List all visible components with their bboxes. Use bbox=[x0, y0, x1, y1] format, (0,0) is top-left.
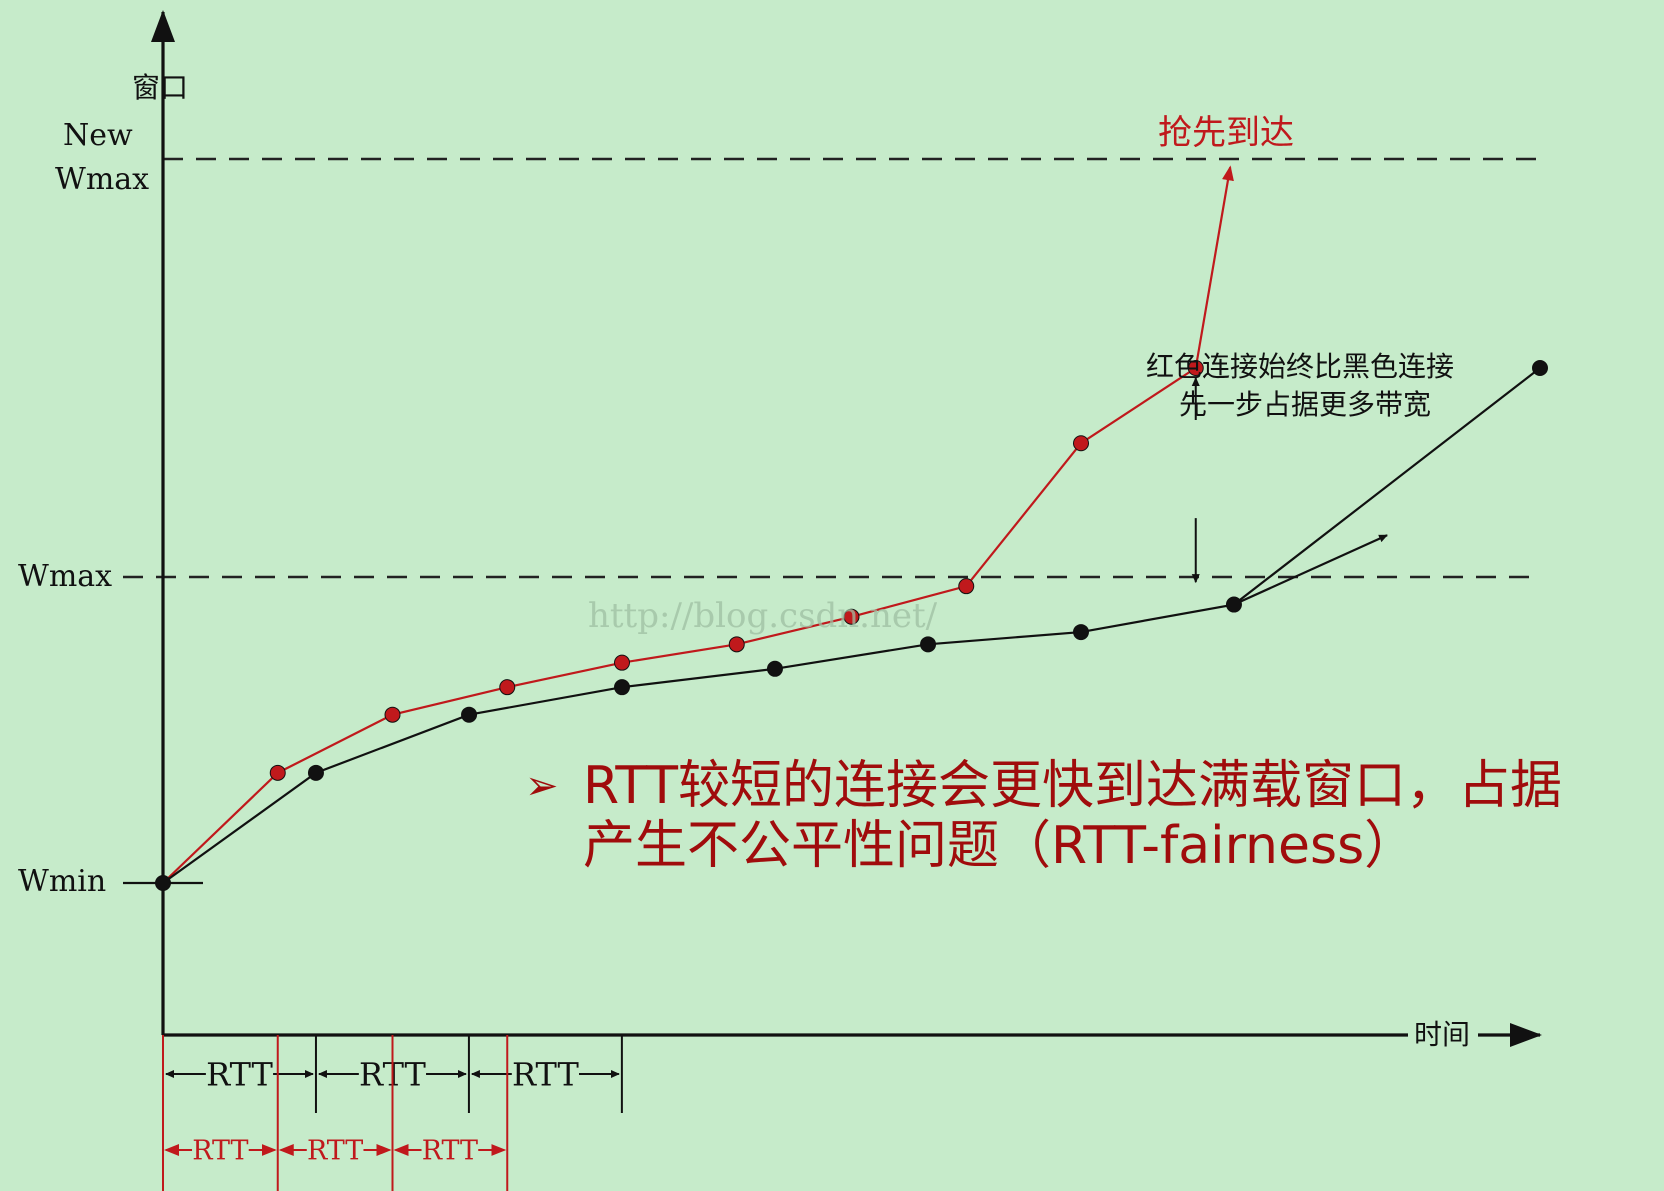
red-point-4 bbox=[614, 654, 630, 671]
black-point-0 bbox=[155, 875, 171, 891]
black-point-2 bbox=[461, 706, 478, 723]
red-series-line bbox=[162, 367, 1197, 884]
black-point-5 bbox=[920, 636, 937, 653]
red-point-7 bbox=[958, 578, 975, 595]
black-point-3 bbox=[614, 679, 630, 696]
bullet-text-2: 产生不公平性问题（RTT-fairness） bbox=[583, 816, 1417, 876]
red-rtt-label-0: RTT bbox=[192, 1136, 248, 1167]
x-axis-label: 时间 bbox=[1414, 1018, 1470, 1051]
black-rtt-label-2: RTT bbox=[512, 1056, 579, 1094]
black-series-branch-arrow bbox=[1233, 534, 1388, 606]
red-point-2 bbox=[384, 706, 401, 723]
y-level-label-wmax: Wmax bbox=[18, 559, 112, 594]
bullet-line-2: 产生不公平性问题（RTT-fairness） bbox=[525, 816, 1655, 876]
y-level-label-wmin: Wmin bbox=[18, 864, 106, 899]
bullet-arrow-icon: ➢ bbox=[525, 763, 559, 809]
red-rtt-label-1: RTT bbox=[307, 1136, 363, 1167]
black-point-6 bbox=[1073, 624, 1089, 641]
y-axis-label: 窗口 bbox=[132, 71, 188, 104]
gap-annotation-line1: 红色连接始终比黑色连接 bbox=[1146, 350, 1454, 383]
y-level-label-new: New bbox=[63, 118, 133, 153]
red-point-9 bbox=[1187, 360, 1204, 376]
gap-annotation-line2: 先一步占据更多带宽 bbox=[1179, 388, 1431, 421]
red-point-6 bbox=[843, 608, 860, 625]
black-point-4 bbox=[766, 660, 783, 677]
black-point-8 bbox=[1532, 360, 1548, 376]
y-level-label-new-wmax: Wmax bbox=[55, 162, 149, 197]
black-rtt-label-0: RTT bbox=[206, 1056, 273, 1094]
first-arrival-annotation: 抢先到达 bbox=[1158, 113, 1294, 153]
red-point-5 bbox=[728, 636, 745, 653]
red-point-8 bbox=[1073, 435, 1089, 452]
red-point-1 bbox=[269, 764, 286, 781]
conclusion-bullet: ➢ RTT较短的连接会更快到达满载窗口，占据 产生不公平性问题（RTT-fairn… bbox=[525, 756, 1655, 876]
red-point-3 bbox=[499, 679, 516, 696]
bullet-text-1: RTT较短的连接会更快到达满载窗口，占据 bbox=[583, 756, 1562, 816]
black-point-1 bbox=[307, 764, 324, 781]
black-point-7 bbox=[1225, 596, 1242, 613]
red-rtt-label-2: RTT bbox=[422, 1136, 478, 1167]
red-series-end-arrow bbox=[1194, 165, 1234, 369]
bullet-line-1: ➢ RTT较短的连接会更快到达满载窗口，占据 bbox=[525, 756, 1655, 816]
watermark: http://blog.csdn.net/ bbox=[588, 596, 938, 636]
